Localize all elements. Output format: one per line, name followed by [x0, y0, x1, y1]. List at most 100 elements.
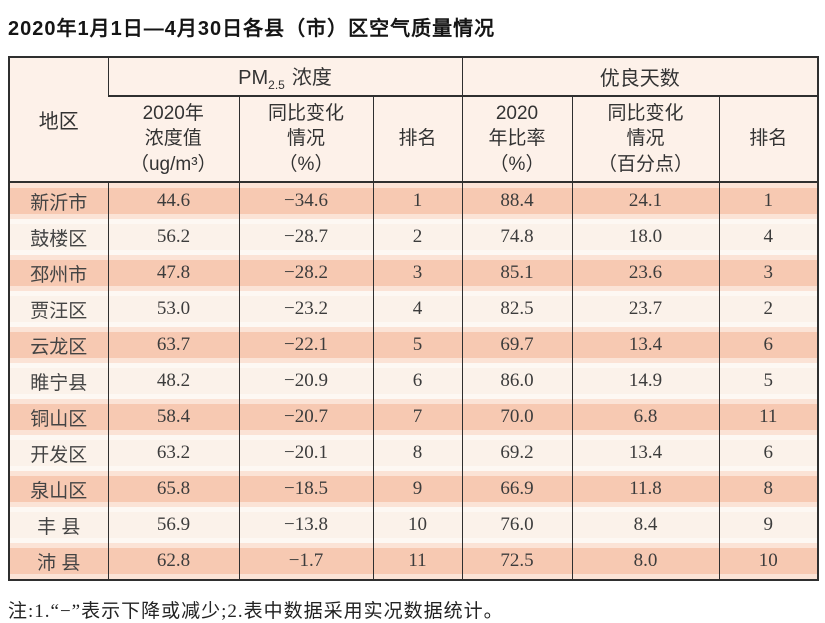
pm-value-cell: 47.8 — [107, 255, 239, 291]
rate-cell: 72.5 — [461, 543, 572, 580]
pm-rank-cell: 5 — [372, 327, 462, 363]
pm-change-cell: −22.1 — [238, 327, 373, 363]
header-group-pm25: PM2.5 浓度 — [107, 57, 462, 97]
pm-value-cell: 56.2 — [107, 219, 239, 255]
rate-rank-cell: 4 — [718, 219, 819, 255]
rate-change-cell: 11.8 — [571, 471, 719, 507]
pm-rank-cell: 6 — [372, 363, 462, 399]
rate-rank-cell: 11 — [718, 399, 819, 435]
table-row: 开发区 63.2 −20.1 8 69.2 13.4 6 — [9, 435, 819, 471]
rate-rank-cell: 10 — [718, 543, 819, 580]
rate-change-cell: 13.4 — [571, 435, 719, 471]
table-row: 铜山区 58.4 −20.7 7 70.0 6.8 11 — [9, 399, 819, 435]
region-cell: 铜山区 — [9, 399, 108, 435]
region-cell: 贾汪区 — [9, 291, 108, 327]
rate-cell: 66.9 — [461, 471, 572, 507]
pm-rank-cell: 11 — [372, 543, 462, 580]
rate-rank-cell: 5 — [718, 363, 819, 399]
pm-value-cell: 65.8 — [107, 471, 239, 507]
rate-cell: 88.4 — [461, 182, 572, 219]
table-header: 地区 PM2.5 浓度 优良天数 2020年 浓度值 （ug/m³） 同比变化 情… — [9, 57, 819, 183]
header-rate-rank: 排名 — [718, 96, 819, 183]
table-row: 泉山区 65.8 −18.5 9 66.9 11.8 8 — [9, 471, 819, 507]
rate-cell: 74.8 — [461, 219, 572, 255]
rate-change-cell: 8.0 — [571, 543, 719, 580]
table-row: 丰 县 56.9 −13.8 10 76.0 8.4 9 — [9, 507, 819, 543]
region-cell: 泉山区 — [9, 471, 108, 507]
pm-change-cell: −28.2 — [238, 255, 373, 291]
table-row: 贾汪区 53.0 −23.2 4 82.5 23.7 2 — [9, 291, 819, 327]
rate-rank-cell: 8 — [718, 471, 819, 507]
rate-change-cell: 18.0 — [571, 219, 719, 255]
region-cell: 鼓楼区 — [9, 219, 108, 255]
region-cell: 开发区 — [9, 435, 108, 471]
rate-cell: 76.0 — [461, 507, 572, 543]
header-pm-change: 同比变化 情况 （%） — [238, 96, 373, 183]
pm-change-cell: −34.6 — [238, 182, 373, 219]
rate-change-cell: 23.7 — [571, 291, 719, 327]
pm-change-cell: −13.8 — [238, 507, 373, 543]
table-row: 云龙区 63.7 −22.1 5 69.7 13.4 6 — [9, 327, 819, 363]
pm-change-cell: −1.7 — [238, 543, 373, 580]
pm-change-cell: −23.2 — [238, 291, 373, 327]
pm-change-cell: −20.1 — [238, 435, 373, 471]
rate-rank-cell: 9 — [718, 507, 819, 543]
rate-rank-cell: 6 — [718, 327, 819, 363]
rate-cell: 85.1 — [461, 255, 572, 291]
region-cell: 邳州市 — [9, 255, 108, 291]
pm-change-cell: −20.9 — [238, 363, 373, 399]
table-row: 邳州市 47.8 −28.2 3 85.1 23.6 3 — [9, 255, 819, 291]
region-cell: 睢宁县 — [9, 363, 108, 399]
region-cell: 云龙区 — [9, 327, 108, 363]
pm-rank-cell: 10 — [372, 507, 462, 543]
rate-rank-cell: 3 — [718, 255, 819, 291]
region-cell: 沛 县 — [9, 543, 108, 580]
pm-value-cell: 53.0 — [107, 291, 239, 327]
table-body: 新沂市 44.6 −34.6 1 88.4 24.1 1 鼓楼区 56.2 −2… — [9, 182, 819, 580]
header-sub-row: 2020年 浓度值 （ug/m³） 同比变化 情况 （%） 排名 2020 年比… — [9, 96, 819, 183]
table-row: 新沂市 44.6 −34.6 1 88.4 24.1 1 — [9, 182, 819, 219]
pm-value-cell: 63.2 — [107, 435, 239, 471]
pm-rank-cell: 1 — [372, 182, 462, 219]
pm-rank-cell: 2 — [372, 219, 462, 255]
header-pm-value: 2020年 浓度值 （ug/m³） — [108, 96, 239, 183]
pm-rank-cell: 9 — [372, 471, 462, 507]
header-group-row: 地区 PM2.5 浓度 优良天数 — [9, 57, 819, 183]
rate-change-cell: 23.6 — [571, 255, 719, 291]
air-quality-table: 地区 PM2.5 浓度 优良天数 2020年 浓度值 （ug/m³） 同比变化 情… — [8, 56, 820, 581]
rate-cell: 69.2 — [461, 435, 572, 471]
rate-change-cell: 8.4 — [571, 507, 719, 543]
rate-change-cell: 13.4 — [571, 327, 719, 363]
pm-change-cell: −20.7 — [238, 399, 373, 435]
region-cell: 新沂市 — [9, 182, 108, 219]
rate-rank-cell: 2 — [718, 291, 819, 327]
rate-cell: 86.0 — [461, 363, 572, 399]
header-rate: 2020 年比率 （%） — [461, 96, 572, 183]
pm-value-cell: 58.4 — [107, 399, 239, 435]
pm-rank-cell: 4 — [372, 291, 462, 327]
footnote: 注:1.“−”表示下降或减少;2.表中数据采用实况数据统计。 — [8, 601, 504, 622]
table-row: 沛 县 62.8 −1.7 11 72.5 8.0 10 — [9, 543, 819, 580]
rate-change-cell: 24.1 — [571, 182, 719, 219]
pm-rank-cell: 8 — [372, 435, 462, 471]
rate-rank-cell: 6 — [718, 435, 819, 471]
pm-value-cell: 62.8 — [107, 543, 239, 580]
rate-change-cell: 6.8 — [571, 399, 719, 435]
pm-rank-cell: 7 — [372, 399, 462, 435]
header-pm-rank: 排名 — [372, 96, 462, 183]
pm-change-cell: −28.7 — [238, 219, 373, 255]
pm-value-cell: 44.6 — [107, 182, 239, 219]
rate-cell: 70.0 — [461, 399, 572, 435]
rate-change-cell: 14.9 — [571, 363, 719, 399]
table-row: 鼓楼区 56.2 −28.7 2 74.8 18.0 4 — [9, 219, 819, 255]
pm25-label: PM2.5 浓度 — [238, 67, 332, 92]
page-title: 2020年1月1日—4月30日各县（市）区空气质量情况 — [8, 18, 496, 40]
header-group-good-days: 优良天数 — [461, 57, 819, 97]
pm-value-cell: 48.2 — [107, 363, 239, 399]
pm-rank-cell: 3 — [372, 255, 462, 291]
rate-cell: 82.5 — [461, 291, 572, 327]
header-rate-change: 同比变化 情况 （百分点） — [571, 96, 719, 183]
region-cell: 丰 县 — [9, 507, 108, 543]
header-region: 地区 — [9, 57, 108, 183]
